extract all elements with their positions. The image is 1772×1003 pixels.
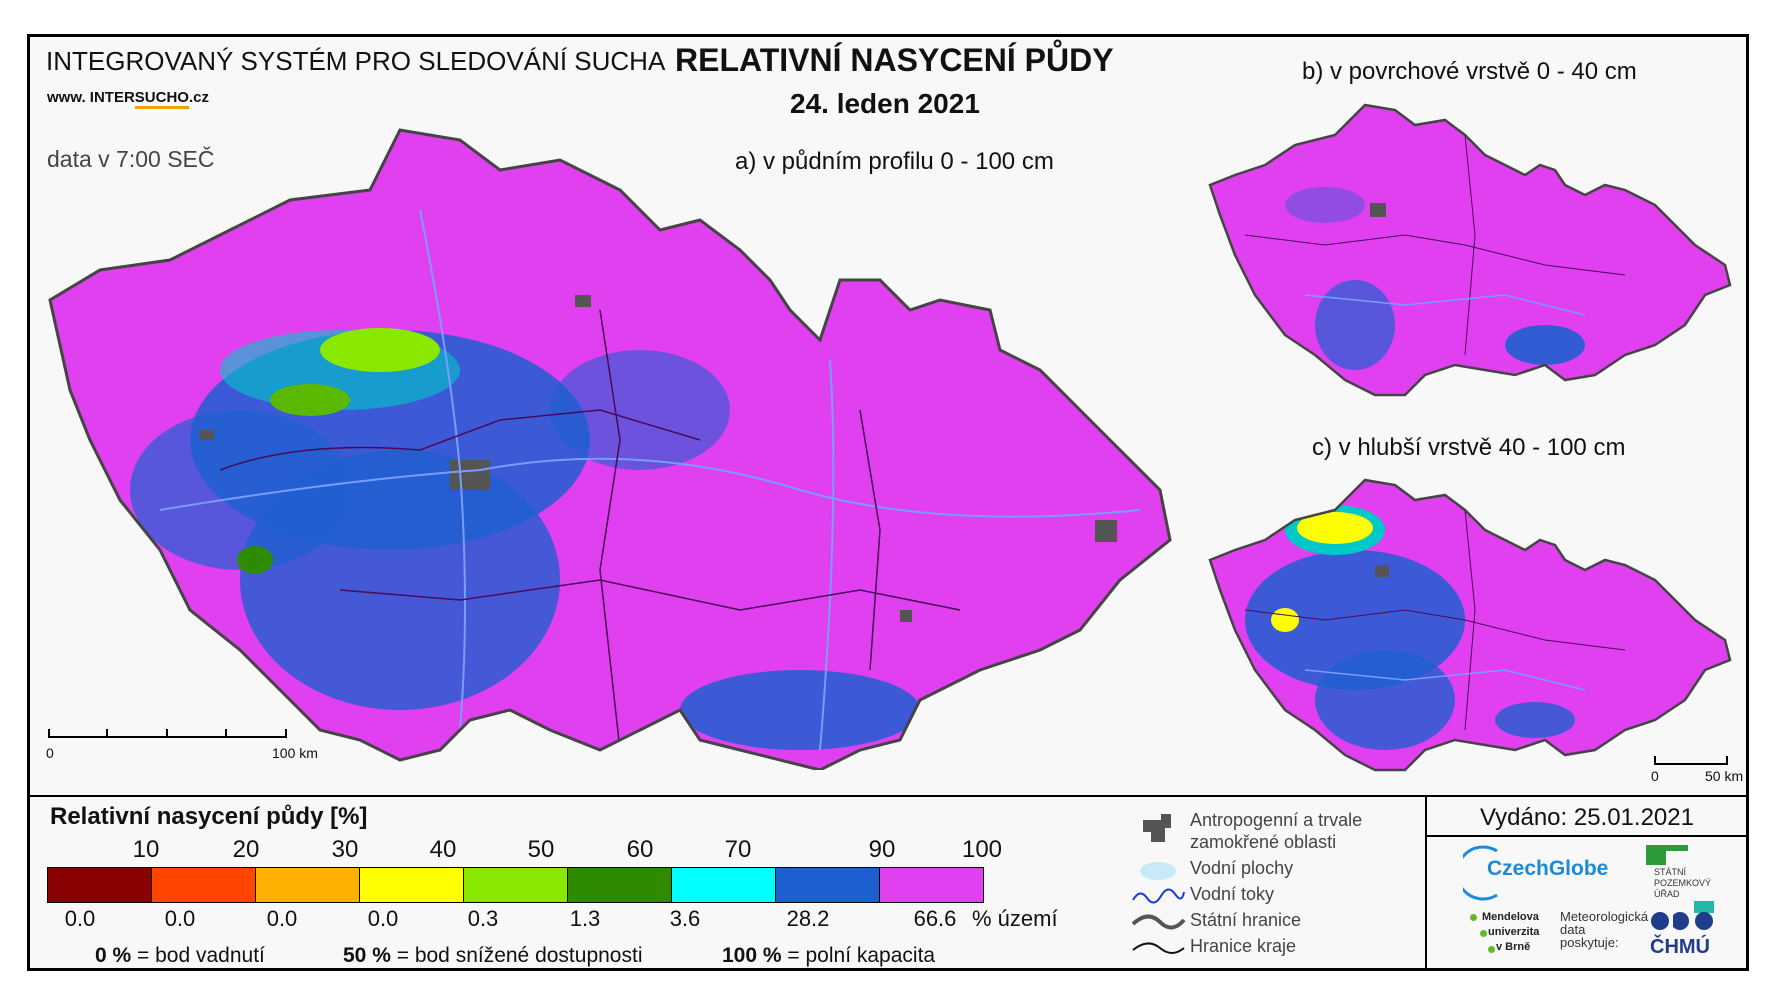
threshold-label: 100: [961, 836, 1003, 863]
legend-anthropogenic-2: zamokřené oblasti: [1190, 832, 1337, 852]
main-scale-end: 100 km: [272, 745, 318, 761]
website-suffix: .cz: [188, 89, 209, 106]
page-title: RELATIVNÍ NASYCENÍ PŮDY: [675, 42, 1114, 78]
meteo-line: Meteorologická: [1560, 909, 1649, 924]
legend-divider: [27, 795, 1749, 797]
spu-logo: STÁTNÍ POZEMKOVÝ ÚŘAD: [1646, 845, 1736, 915]
area-percent: 28.2: [786, 906, 830, 931]
anthropogenic-icon: [1143, 814, 1171, 842]
chmu-logo: ČHMÚ: [1646, 910, 1736, 965]
area-percent: 0.0: [64, 906, 96, 931]
legend-rivers: Vodní toky: [1190, 884, 1275, 904]
legend-region-border: Hranice kraje: [1190, 936, 1297, 956]
legend-color-6: [672, 868, 776, 902]
legend-color-bar: [47, 867, 984, 903]
deep-map: [1208, 478, 1732, 772]
legend-state-border: Státní hranice: [1190, 910, 1302, 930]
threshold-label: 30: [331, 836, 359, 863]
data-time: data v 7:00 SEČ: [47, 146, 215, 172]
area-percent: 0.0: [164, 906, 196, 931]
threshold-label: 70: [724, 836, 752, 863]
chmu-text: ČHMÚ: [1650, 936, 1710, 958]
small-scale-start: 0: [1651, 768, 1659, 784]
legend-color-3: [360, 868, 464, 902]
date-label: 24. leden 2021: [790, 88, 980, 119]
logo-divider: [1425, 795, 1427, 971]
legend-color-1: [152, 868, 256, 902]
main-map: [48, 128, 1172, 770]
threshold-label: 40: [429, 836, 457, 863]
legend-anthropogenic-1: Antropogenní a trvale: [1190, 810, 1363, 830]
chmu-symbol-icon: [1651, 912, 1713, 930]
threshold-label: 20: [232, 836, 260, 863]
legend-color-2: [256, 868, 360, 902]
czechglobe-text: CzechGlobe: [1487, 857, 1609, 880]
mendelu-line: Mendelova: [1482, 911, 1539, 923]
note-text: = polní kapacita: [787, 944, 936, 967]
note-text: = bod vadnutí: [137, 944, 265, 967]
meteo-line: data: [1560, 922, 1586, 937]
surface-map-label: b) v povrchové vrstvě 0 - 40 cm: [1302, 58, 1637, 85]
mendelu-line: univerzita: [1488, 926, 1540, 938]
threshold-label: 60: [626, 836, 654, 863]
area-percent: 0.3: [467, 906, 499, 931]
legend-color-5: [568, 868, 672, 902]
spu-line: ÚŘAD: [1654, 889, 1680, 899]
note-text: = bod snížené dostupnosti: [396, 944, 643, 967]
note-reduced: 50 % = bod snížené dostupnosti: [343, 944, 642, 968]
czechglobe-logo: CzechGlobe: [1463, 845, 1608, 901]
legend-color-8: [880, 868, 983, 902]
issued-divider: [1425, 835, 1749, 837]
note-value: 100 %: [722, 944, 782, 967]
threshold-label: 10: [132, 836, 160, 863]
surface-map: [1208, 103, 1732, 397]
legend-water-bodies: Vodní plochy: [1190, 858, 1294, 878]
meteo-credit: Meteorologická data poskytuje:: [1560, 909, 1649, 965]
note-value: 50 %: [343, 944, 391, 967]
mendelu-line: v Brně: [1496, 941, 1531, 953]
system-name: INTEGROVANÝ SYSTÉM PRO SLEDOVÁNÍ SUCHA: [46, 46, 666, 76]
note-capacity: 100 % = polní kapacita: [722, 944, 935, 968]
small-scale-end: 50 km: [1705, 768, 1744, 784]
river-icon: [1132, 888, 1185, 904]
area-percent: 1.3: [569, 906, 601, 931]
meteo-line: poskytuje:: [1560, 935, 1619, 950]
area-percent: 66.6: [913, 906, 957, 931]
area-percent: 3.6: [669, 906, 701, 931]
note-wilting: 0 % = bod vadnutí: [95, 944, 265, 968]
website-link[interactable]: www. INTERSUCHO.cz: [47, 89, 209, 109]
mendelu-logo: Mendelova univerzita v Brně: [1470, 910, 1560, 965]
legend-title: Relativní nasycení půdy [%]: [50, 803, 368, 830]
note-value: 0 %: [95, 944, 132, 967]
legend-color-0: [48, 868, 152, 902]
small-scale-bar: [1654, 756, 1728, 765]
deep-map-label: c) v hlubší vrstvě 40 - 100 cm: [1312, 434, 1626, 461]
legend-color-4: [464, 868, 568, 902]
website-prefix: www. INTER: [47, 89, 135, 106]
threshold-label: 90: [868, 836, 896, 863]
spu-line: POZEMKOVÝ: [1654, 878, 1712, 888]
region-border-icon: [1132, 942, 1185, 954]
water-body-icon: [1140, 862, 1176, 880]
area-unit: % území: [972, 906, 1058, 931]
legend-color-7: [776, 868, 880, 902]
area-percent: 0.0: [367, 906, 399, 931]
issued-date: Vydáno: 25.01.2021: [1480, 804, 1694, 831]
main-scale-start: 0: [46, 745, 54, 761]
area-percent: 0.0: [266, 906, 298, 931]
spu-line: STÁTNÍ: [1654, 867, 1687, 877]
main-scale-bar: [48, 729, 287, 738]
main-map-label: a) v půdním profilu 0 - 100 cm: [735, 148, 1054, 175]
threshold-label: 50: [527, 836, 555, 863]
website-highlight: SUCHO: [134, 89, 189, 109]
state-border-icon: [1131, 914, 1186, 930]
